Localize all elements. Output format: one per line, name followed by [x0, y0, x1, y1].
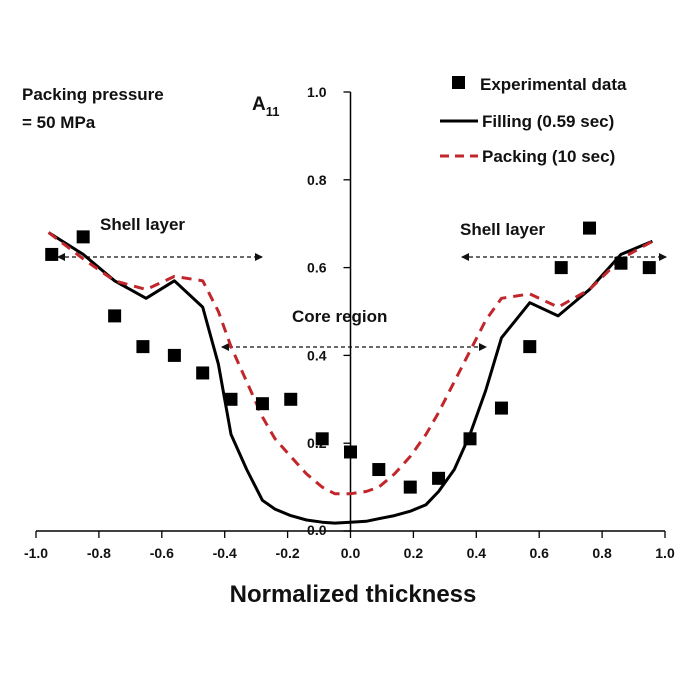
- y-axis-label-main: A: [252, 94, 266, 115]
- filling-line: [47, 231, 653, 525]
- experimental-point: [523, 340, 537, 354]
- experimental-point: [642, 261, 656, 275]
- experimental-point: [255, 397, 269, 411]
- x-tick-label: 0.2: [404, 545, 424, 561]
- experimental-point: [344, 445, 357, 459]
- experimental-point: [284, 392, 298, 406]
- series-layer: [45, 221, 656, 525]
- y-tick-label: 0.4: [307, 347, 327, 363]
- experimental-point: [224, 392, 238, 406]
- x-tick-label: -1.0: [24, 545, 48, 561]
- experimental-point: [196, 366, 210, 380]
- core-region-label: Core region: [292, 307, 387, 326]
- legend-label-packing: Packing (10 sec): [482, 147, 615, 166]
- y-tick-label: 0.8: [307, 172, 327, 188]
- y-tick-label: 0.6: [307, 260, 327, 276]
- experimental-point: [494, 401, 508, 415]
- experimental-point: [554, 261, 568, 275]
- x-tick-label: -0.6: [150, 545, 174, 561]
- shell-layer-right-label: Shell layer: [460, 220, 545, 239]
- legend-label-filling: Filling (0.59 sec): [482, 112, 614, 131]
- x-tick-label: 1.0: [655, 545, 675, 561]
- experimental-point: [167, 348, 181, 362]
- legend-marker-experimental: [452, 76, 465, 89]
- experimental-point: [432, 471, 446, 485]
- x-tick-label: -0.8: [87, 545, 111, 561]
- x-axis-label: Normalized thickness: [230, 581, 477, 608]
- experimental-point: [403, 480, 417, 494]
- experimental-point: [372, 463, 386, 477]
- experimental-point: [108, 309, 122, 323]
- experimental-point: [463, 432, 477, 446]
- experimental-point: [45, 247, 59, 261]
- x-tick-label: 0.8: [592, 545, 612, 561]
- x-tick-label: 0.4: [467, 545, 487, 561]
- experimental-point: [614, 256, 628, 270]
- experimental-point: [315, 432, 329, 446]
- packing-pressure-label-line1: Packing pressure: [22, 85, 164, 104]
- packing-pressure-label-line2: = 50 MPa: [22, 113, 96, 132]
- x-tick-label: 0.6: [529, 545, 549, 561]
- experimental-point: [583, 221, 597, 235]
- shell-layer-left-label: Shell layer: [100, 215, 185, 234]
- y-axis-label: A11: [252, 94, 279, 119]
- experimental-point: [76, 230, 90, 244]
- legend-label-experimental: Experimental data: [480, 75, 627, 94]
- experimental-point: [136, 340, 150, 354]
- y-axis-label-subscript: 11: [266, 104, 280, 119]
- x-tick-label: 0.0: [341, 545, 361, 561]
- packing-line: [47, 231, 654, 496]
- y-tick-label: 1.0: [307, 84, 327, 100]
- x-tick-label: -0.4: [213, 545, 237, 561]
- y-tick-label: 0.0: [307, 522, 327, 538]
- legend: Experimental data Filling (0.59 sec) Pac…: [440, 75, 627, 166]
- x-tick-label: -0.2: [276, 545, 300, 561]
